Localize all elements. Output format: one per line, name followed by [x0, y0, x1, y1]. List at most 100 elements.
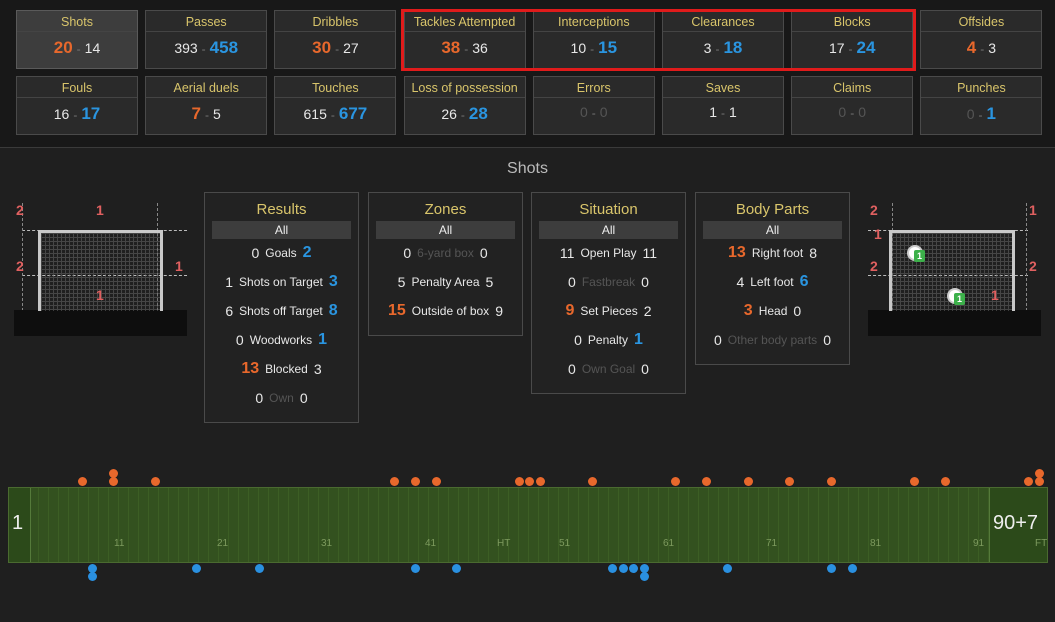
away-shot-marker[interactable]: [826, 564, 836, 573]
stat-label: Errors: [576, 81, 611, 95]
stat-tile-touches[interactable]: Touches 615-677: [274, 76, 397, 135]
home-shot-marker[interactable]: [941, 477, 951, 486]
filter-row[interactable]: 15 Outside of box 9: [369, 302, 522, 324]
home-shot-marker[interactable]: [390, 477, 399, 486]
home-goal-zone-count: 2: [16, 202, 24, 218]
away-shot-marker[interactable]: [639, 572, 649, 581]
filter-home-count: 13: [241, 360, 260, 377]
stat-tile-passes[interactable]: Passes 393-458: [145, 10, 268, 69]
stat-home-value: 16: [53, 106, 70, 122]
stat-tile-offsides[interactable]: Offsides 4-3: [920, 10, 1043, 69]
filter-away-count: 2: [302, 244, 312, 261]
home-shot-marker[interactable]: [1034, 477, 1044, 486]
filter-row[interactable]: 0 Own 0: [205, 389, 358, 411]
filter-row[interactable]: 0 Other body parts 0: [696, 331, 849, 353]
stat-tile-saves[interactable]: Saves 1-1: [662, 76, 784, 135]
stat-away-value: 1: [986, 104, 997, 123]
filter-row[interactable]: 6 Shots off Target 8: [205, 302, 358, 324]
away-shot-marker[interactable]: [452, 564, 462, 573]
home-shot-marker[interactable]: [1024, 477, 1034, 486]
stat-tile-clearances[interactable]: Clearances 3-18: [662, 10, 784, 69]
filter-label: Right foot: [751, 246, 804, 260]
home-goal-map: 2 1 2 1 1: [14, 198, 187, 336]
home-shot-marker[interactable]: [1034, 469, 1044, 478]
home-shot-marker[interactable]: [785, 477, 795, 486]
goal-ball-icon[interactable]: 1: [907, 245, 925, 262]
filter-all-button[interactable]: All: [212, 221, 351, 239]
home-shot-marker[interactable]: [78, 477, 87, 486]
home-shot-marker[interactable]: [910, 477, 919, 486]
home-shot-marker[interactable]: [587, 477, 597, 486]
stat-tile-dribbles[interactable]: Dribbles 30-27: [274, 10, 397, 69]
filter-row[interactable]: 0 Penalty 1: [532, 331, 685, 353]
filter-away-count: 0: [823, 331, 831, 348]
stat-away-value: 14: [84, 40, 101, 56]
filter-row[interactable]: 11 Open Play 11: [532, 244, 685, 266]
stat-tile-tackles-attempted[interactable]: Tackles Attempted 38-36: [403, 10, 526, 69]
filter-row[interactable]: 0 Fastbreak 0: [532, 273, 685, 295]
home-shot-marker[interactable]: [514, 477, 524, 486]
home-shot-marker[interactable]: [826, 477, 836, 486]
away-shot-marker[interactable]: [410, 564, 420, 573]
stat-separator: -: [330, 108, 335, 122]
home-shot-marker[interactable]: [743, 477, 753, 486]
filter-label: Penalty Area: [411, 274, 480, 289]
away-shot-marker[interactable]: [847, 564, 857, 573]
home-shot-marker[interactable]: [702, 477, 711, 486]
filter-row[interactable]: 13 Blocked 3: [205, 360, 358, 382]
stat-separator: -: [73, 108, 78, 122]
filter-row[interactable]: 3 Head 0: [696, 302, 849, 324]
home-shot-marker[interactable]: [535, 477, 545, 486]
filter-row[interactable]: 0 Own Goal 0: [532, 360, 685, 382]
filter-label: Goals: [265, 246, 297, 260]
away-shot-marker[interactable]: [722, 564, 732, 573]
home-goal-zone-count: 1: [175, 258, 183, 274]
stat-tile-errors[interactable]: Errors 0-0: [532, 76, 655, 135]
filter-all-button[interactable]: All: [703, 221, 842, 239]
away-shot-marker[interactable]: [254, 564, 264, 573]
away-shot-marker[interactable]: [629, 564, 639, 573]
timeline-end: 90+7: [989, 488, 1047, 562]
filter-row[interactable]: 0 Goals 2: [205, 244, 358, 266]
goal-ball-icon[interactable]: 1: [947, 288, 965, 305]
away-shot-marker[interactable]: [88, 572, 98, 581]
away-shot-marker[interactable]: [639, 564, 649, 573]
filter-row[interactable]: 1 Shots on Target 3: [205, 273, 358, 295]
filter-home-count: 0: [568, 360, 576, 377]
filter-panel-body-parts: Body Parts All 13 Right foot 8 4 Left foot 6 3 He…: [695, 192, 850, 365]
stat-away-value: 28: [468, 104, 488, 123]
home-shot-marker[interactable]: [109, 477, 119, 486]
stat-tile-loss-of-possession[interactable]: Loss of possession 26-28: [403, 76, 526, 135]
filter-row[interactable]: 13 Right foot 8: [696, 244, 849, 266]
stat-away-value: 15: [598, 38, 618, 57]
home-shot-marker[interactable]: [525, 477, 535, 486]
stat-tile-claims[interactable]: Claims 0-0: [791, 76, 914, 135]
filter-row[interactable]: 0 6-yard box 0: [369, 244, 522, 266]
away-shot-marker[interactable]: [192, 564, 202, 573]
filter-row[interactable]: 0 Woodworks 1: [205, 331, 358, 353]
stat-tile-shots[interactable]: Shots 20-14: [16, 10, 138, 69]
stat-tile-blocks[interactable]: Blocks 17-24: [791, 10, 914, 69]
home-shot-marker[interactable]: [431, 477, 441, 486]
filter-row[interactable]: 9 Set Pieces 2: [532, 302, 685, 324]
home-shot-marker[interactable]: [109, 469, 119, 478]
filter-all-button[interactable]: All: [376, 221, 515, 239]
home-shot-marker[interactable]: [150, 477, 160, 486]
stat-tile-interceptions[interactable]: Interceptions 10-15: [532, 10, 655, 69]
stat-tile-aerial-duels[interactable]: Aerial duels 7-5: [145, 76, 268, 135]
away-shot-marker[interactable]: [618, 564, 628, 573]
stat-home-value: 3: [703, 40, 712, 56]
filter-all-button[interactable]: All: [539, 221, 678, 239]
filter-row[interactable]: 4 Left foot 6: [696, 273, 849, 295]
filter-home-count: 0: [403, 244, 412, 261]
stat-away-value: 36: [472, 40, 488, 56]
away-shot-marker[interactable]: [608, 564, 618, 573]
filter-home-count: 0: [251, 245, 260, 261]
stat-tile-fouls[interactable]: Fouls 16-17: [16, 76, 138, 135]
away-shot-marker[interactable]: [88, 564, 98, 573]
stat-tile-punches[interactable]: Punches 0-1: [920, 76, 1043, 135]
home-shot-marker[interactable]: [670, 477, 680, 486]
home-shot-marker[interactable]: [410, 477, 420, 486]
filter-row[interactable]: 5 Penalty Area 5: [369, 273, 522, 295]
stat-label: Passes: [185, 15, 227, 29]
